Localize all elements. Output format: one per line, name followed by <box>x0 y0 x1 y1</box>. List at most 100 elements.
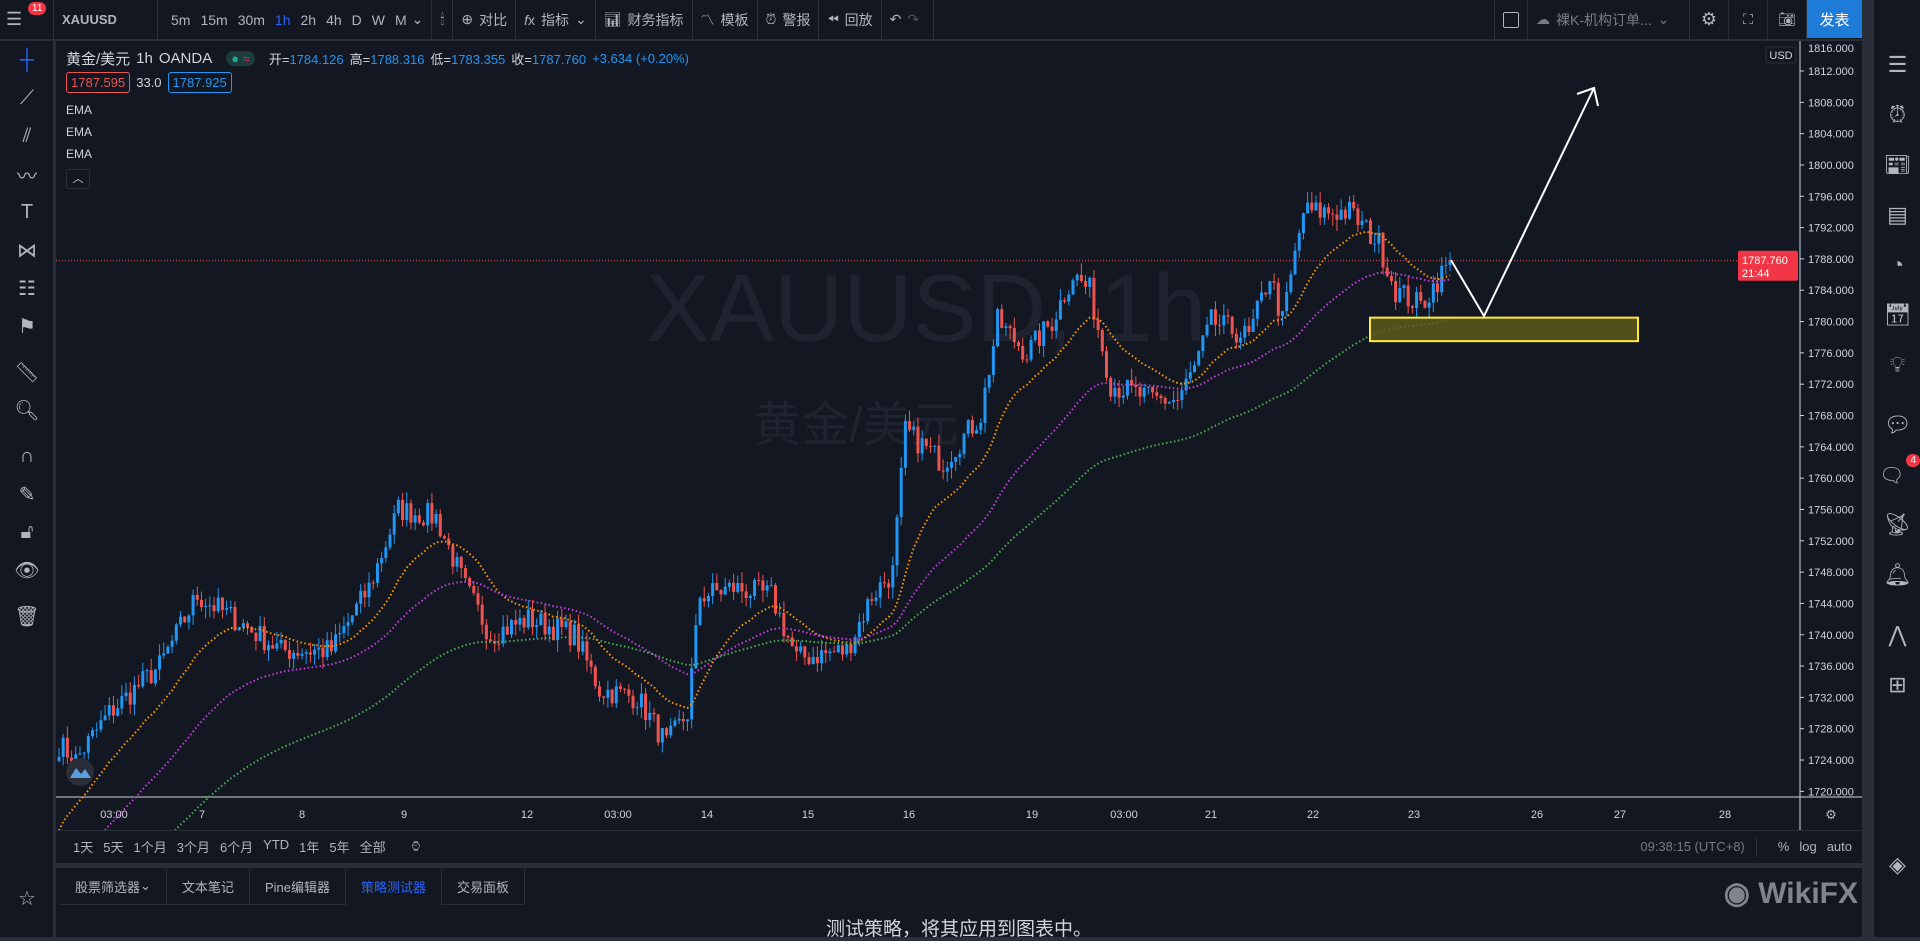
news-button[interactable]: 📰︎ <box>1874 140 1920 190</box>
financials-button[interactable]: 📊︎ 财务指标 <box>596 0 693 40</box>
candle <box>669 725 673 736</box>
range-1[interactable]: 5天 <box>103 840 124 855</box>
redo-icon[interactable]: ↷ <box>907 11 920 27</box>
timeframe-W[interactable]: W <box>371 11 385 28</box>
candle <box>958 453 962 458</box>
candle <box>1381 232 1385 268</box>
lock-tool[interactable]: 🔓︎ <box>0 513 54 551</box>
strategy-message: 测试策略，将其应用到图表中。 <box>825 919 1092 940</box>
range-6[interactable]: 1年 <box>299 840 320 855</box>
indicator-ema-2[interactable]: EMA <box>66 125 93 139</box>
settings-button[interactable]: ⚙ <box>1690 0 1729 40</box>
notifications-button[interactable]: 🔔︎ <box>1874 550 1920 600</box>
depth-button[interactable]: ⊞ <box>1874 660 1920 710</box>
symbol-search[interactable]: XAUUSD <box>54 0 158 40</box>
candle <box>1247 325 1251 332</box>
timeframe-15m[interactable]: 15m <box>200 11 228 28</box>
watchlist-button[interactable]: ☰ <box>1874 40 1920 90</box>
candle <box>1125 379 1129 396</box>
fullscreen-button[interactable]: ⛶ <box>1729 0 1768 40</box>
compare-button[interactable]: ⊕ 对比 <box>453 0 517 40</box>
candle <box>824 650 828 654</box>
hotlist-button[interactable]: ◔ <box>1874 240 1920 290</box>
xabcd-tool[interactable]: ⋈ <box>0 231 54 269</box>
timeframe-5m[interactable]: 5m <box>171 11 191 28</box>
timeframe-1h[interactable]: 1h <box>274 11 291 28</box>
ideas-button[interactable]: 💡︎ <box>1874 340 1920 390</box>
panel-tab-3[interactable]: 策略测试器 <box>346 868 442 905</box>
streams-button[interactable]: 📡︎ <box>1874 500 1920 550</box>
pitchfork-tool[interactable]: ⫽ <box>0 117 54 155</box>
panel-tab-0[interactable]: 股票筛选器 ⌄ <box>60 868 167 905</box>
candle <box>350 615 354 623</box>
publish-button[interactable]: 发表 <box>1807 0 1862 38</box>
timeframe-M[interactable]: M <box>395 11 407 28</box>
auto-toggle[interactable]: auto <box>1826 839 1852 854</box>
gear-icon: ⚙ <box>1700 9 1718 29</box>
buy-price-button[interactable]: 1787.925 <box>167 72 232 93</box>
trendline-tool[interactable]: ⟋ <box>0 79 54 117</box>
range-3[interactable]: 3个月 <box>176 840 210 855</box>
collapse-legend-button[interactable]: ︿ <box>66 169 90 189</box>
range-2[interactable]: 1个月 <box>133 840 167 855</box>
candle <box>292 652 296 659</box>
delete-tool[interactable]: 🗑︎ <box>0 597 54 635</box>
magnet-tool[interactable]: ∩ <box>0 437 54 475</box>
undo-icon[interactable]: ↶ <box>889 11 902 27</box>
indicators-button[interactable]: fx 指标 ⌄ <box>516 0 596 40</box>
timeframe-4h[interactable]: 4h <box>326 11 342 28</box>
crosshair-tool[interactable]: ┼ <box>0 41 54 79</box>
favorites-button[interactable]: ☆ <box>0 879 54 917</box>
indicator-ema-1[interactable]: EMA <box>66 103 93 117</box>
range-4[interactable]: 6个月 <box>219 840 254 855</box>
layout-toggle[interactable] <box>1494 0 1528 40</box>
menu-button[interactable]: ☰ 11 <box>0 0 54 40</box>
range-7[interactable]: 5年 <box>329 840 350 855</box>
hide-tool[interactable]: 👁︎ <box>0 551 54 589</box>
chats-button[interactable]: 💬︎ <box>1874 400 1920 450</box>
zoom-tool[interactable]: 🔍︎ <box>0 391 54 429</box>
icon-tool[interactable]: ⚑ <box>0 307 54 345</box>
calendar-button[interactable]: 📅︎ <box>1874 290 1920 340</box>
ruler-tool[interactable]: 📏︎ <box>0 353 54 391</box>
sell-price-button[interactable]: 1787.595 <box>66 72 131 93</box>
templates-button[interactable]: 〽模板 <box>693 0 758 40</box>
range-5[interactable]: YTD <box>263 837 290 852</box>
timeframe-D[interactable]: D <box>351 11 362 28</box>
alerts-panel-button[interactable]: ⏰︎ <box>1874 90 1920 140</box>
chart-type-button[interactable]: 🕯︎ <box>432 0 454 40</box>
timeframe-2h[interactable]: 2h <box>300 11 317 28</box>
panel-tab-1[interactable]: 文本笔记 <box>166 868 250 905</box>
chart-pane[interactable]: XAUUSD, 1h 黄金/美元 1816.000 1812.000 1808.000 1… <box>56 41 1862 863</box>
price-chart[interactable]: XAUUSD, 1h 黄金/美元 1816.000 1812.000 1808.000 1… <box>56 41 1862 830</box>
panel-tab-4[interactable]: 交易面板 <box>441 868 525 905</box>
private-chats-button[interactable]: 🗨︎ 4 <box>1874 450 1920 500</box>
prediction-tool[interactable]: ☷ <box>0 269 54 307</box>
timeframe-30m[interactable]: 30m <box>237 11 265 28</box>
order-panel-button[interactable]: ⋀ <box>1874 610 1920 660</box>
clock[interactable]: 09:38:15 (UTC+8) <box>1640 839 1745 854</box>
broadcast-icon: 📡︎ <box>1883 512 1912 537</box>
layers-button[interactable]: ◈ <box>1874 840 1920 890</box>
chevron-down-icon[interactable]: ⌄ <box>411 11 424 27</box>
snapshot-button[interactable]: 📷︎ <box>1768 0 1807 40</box>
market-status-icon[interactable]: ● ≈ <box>226 50 255 66</box>
indicator-ema-3[interactable]: EMA <box>66 147 93 161</box>
log-toggle[interactable]: log <box>1799 839 1817 854</box>
data-window-button[interactable]: ▤ <box>1874 190 1920 240</box>
goto-date-icon[interactable]: ⌚︎ <box>409 839 423 854</box>
stay-drawing-tool[interactable]: ✎ <box>0 475 54 513</box>
range-0[interactable]: 1天 <box>73 840 94 855</box>
replay-button[interactable]: ⏪︎ 回放 <box>819 0 882 40</box>
pattern-tool[interactable]: 〰 <box>0 155 54 193</box>
candle <box>996 309 1000 347</box>
percent-toggle[interactable]: % <box>1777 839 1790 854</box>
alerts-button[interactable]: ⏰︎ 警报 <box>758 0 820 40</box>
candle <box>313 649 317 655</box>
panel-tab-2[interactable]: Pine编辑器 <box>249 868 346 905</box>
range-8[interactable]: 全部 <box>359 840 386 855</box>
candle <box>1205 324 1209 336</box>
layout-name-dropdown[interactable]: ☁ 裸K-机构订单... ⌄ <box>1528 0 1690 40</box>
text-tool[interactable]: T <box>0 193 54 231</box>
ema-line-3 <box>173 318 1451 830</box>
